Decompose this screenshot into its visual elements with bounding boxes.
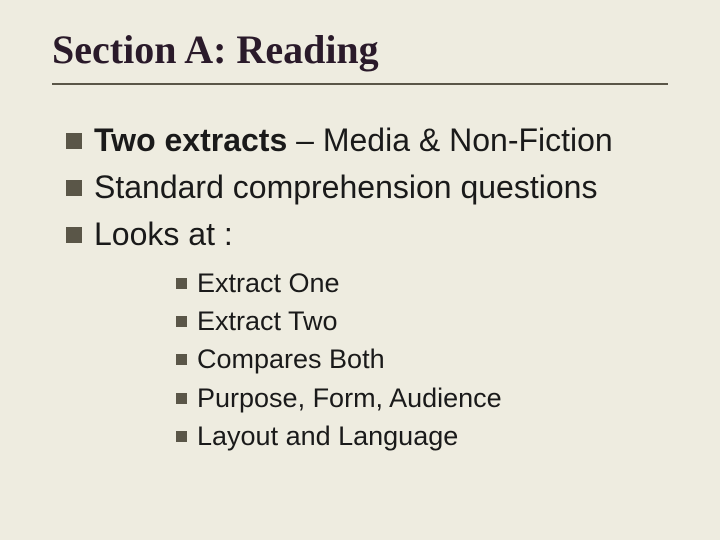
square-bullet-icon [176, 278, 187, 289]
bullet-list-level1: Two extracts – Media & Non-Fiction Stand… [66, 119, 668, 257]
square-bullet-icon [66, 180, 82, 196]
list-item: Purpose, Form, Audience [176, 380, 668, 416]
list-item-text: Two extracts – Media & Non-Fiction [94, 119, 613, 162]
square-bullet-icon [176, 393, 187, 404]
square-bullet-icon [66, 133, 82, 149]
list-item: Two extracts – Media & Non-Fiction [66, 119, 668, 162]
list-item: Extract One [176, 265, 668, 301]
list-item: Layout and Language [176, 418, 668, 454]
list-item-text: Looks at : [94, 213, 233, 256]
slide-title: Section A: Reading [52, 26, 668, 85]
square-bullet-icon [66, 227, 82, 243]
square-bullet-icon [176, 354, 187, 365]
slide: Section A: Reading Two extracts – Media … [0, 0, 720, 455]
list-item-text: Standard comprehension questions [94, 166, 597, 209]
list-item-text: Extract Two [197, 303, 338, 339]
square-bullet-icon [176, 431, 187, 442]
list-item: Compares Both [176, 341, 668, 377]
list-item: Looks at : [66, 213, 668, 256]
list-item-text: Compares Both [197, 341, 385, 377]
text-span: – Media & Non-Fiction [287, 122, 612, 158]
square-bullet-icon [176, 316, 187, 327]
bullet-list-level2: Extract One Extract Two Compares Both Pu… [176, 265, 668, 455]
list-item: Extract Two [176, 303, 668, 339]
bold-span: Two extracts [94, 122, 287, 158]
list-item-text: Extract One [197, 265, 340, 301]
list-item: Standard comprehension questions [66, 166, 668, 209]
list-item-text: Purpose, Form, Audience [197, 380, 502, 416]
list-item-text: Layout and Language [197, 418, 458, 454]
